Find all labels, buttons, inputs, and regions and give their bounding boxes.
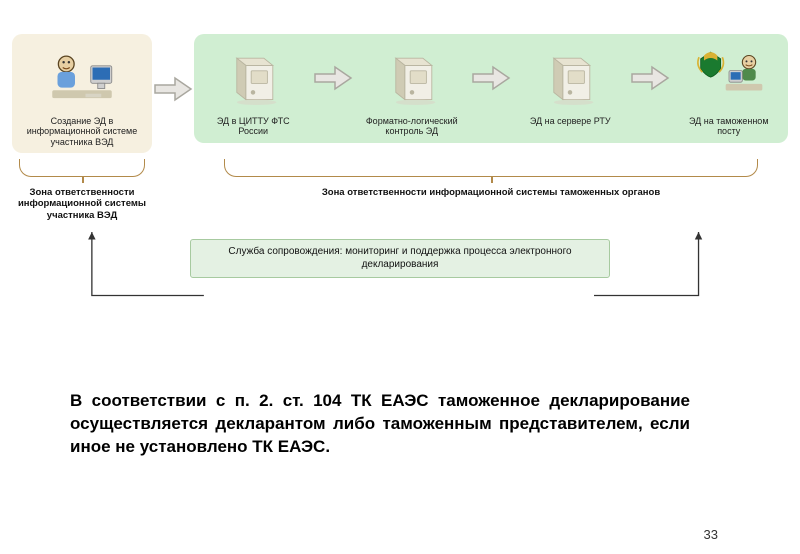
arrow-icon — [153, 76, 193, 102]
step-4: ЭД на сервере РТУ — [519, 44, 622, 126]
step-label: Создание ЭД в информационной системе уча… — [20, 116, 144, 147]
zone-customs: ЭД в ЦИТТУ ФТС России — [194, 34, 788, 143]
server-icon — [218, 44, 288, 112]
step-1: Создание ЭД в информационной системе уча… — [20, 44, 144, 147]
brace-icon — [224, 159, 759, 177]
step-label: ЭД на таможенном посту — [678, 116, 781, 137]
arrow-icon — [630, 65, 670, 91]
responsibility-label-zone2: Зона ответственности информационной сист… — [322, 187, 660, 198]
support-box: Служба сопровождения: мониторинг и подде… — [190, 239, 610, 278]
step-label: ЭД на сервере РТУ — [530, 116, 611, 126]
arrow-3 — [469, 44, 513, 112]
step-2: ЭД в ЦИТТУ ФТС России — [202, 44, 305, 137]
arrow-icon — [471, 65, 511, 91]
user-workstation-icon — [47, 44, 117, 112]
step-3: Форматно-логический контроль ЭД — [361, 44, 464, 137]
zone-ved: Создание ЭД в информационной системе уча… — [12, 34, 152, 153]
flow-row: Создание ЭД в информационной системе уча… — [12, 34, 788, 153]
flow-diagram: Создание ЭД в информационной системе уча… — [12, 34, 788, 354]
customs-officer-icon — [694, 44, 764, 112]
support-text: Служба сопровождения: мониторинг и подде… — [228, 246, 571, 270]
step-5: ЭД на таможенном посту — [678, 44, 781, 137]
step-label: ЭД в ЦИТТУ ФТС России — [202, 116, 305, 137]
server-icon — [377, 44, 447, 112]
arrow-gap — [152, 34, 194, 144]
brace-row: Зона ответственности информационной сист… — [12, 159, 788, 221]
body-text-content: В соответствии с п. 2. ст. 104 ТК ЕАЭС т… — [70, 391, 690, 456]
page-number: 33 — [704, 527, 718, 542]
step-label: Форматно-логический контроль ЭД — [361, 116, 464, 137]
arrow-icon — [313, 65, 353, 91]
server-icon — [535, 44, 605, 112]
arrow-2 — [311, 44, 355, 112]
body-text: В соответствии с п. 2. ст. 104 ТК ЕАЭС т… — [70, 390, 690, 459]
responsibility-label-zone1: Зона ответственности информационной сист… — [12, 187, 152, 221]
arrow-4 — [628, 44, 672, 112]
brace-icon — [19, 159, 145, 177]
